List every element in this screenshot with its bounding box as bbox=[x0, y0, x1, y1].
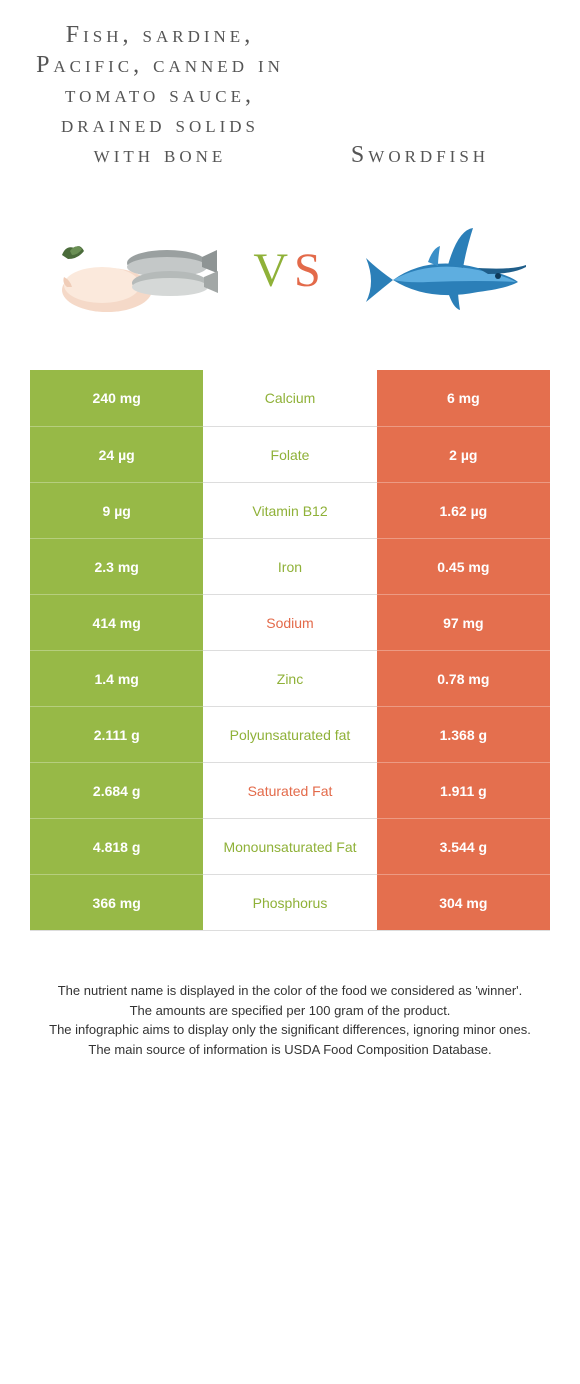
value-left: 240 mg bbox=[30, 370, 203, 426]
header-right: Swordfish bbox=[290, 20, 550, 170]
value-left: 24 µg bbox=[30, 426, 203, 482]
title-left: Fish, sardine, Pacific, canned in tomato… bbox=[30, 20, 290, 170]
nutrient-label: Saturated Fat bbox=[203, 762, 376, 818]
table-row: 4.818 gMonounsaturated Fat3.544 g bbox=[30, 818, 550, 874]
value-right: 1.368 g bbox=[377, 706, 550, 762]
nutrient-label: Calcium bbox=[203, 370, 376, 426]
footer-line: The amounts are specified per 100 gram o… bbox=[30, 1001, 550, 1021]
sardine-image bbox=[30, 215, 243, 325]
footer-line: The main source of information is USDA F… bbox=[30, 1040, 550, 1060]
table-row: 240 mgCalcium6 mg bbox=[30, 370, 550, 426]
value-right: 97 mg bbox=[377, 594, 550, 650]
vs-label: VS bbox=[253, 243, 326, 298]
header-left: Fish, sardine, Pacific, canned in tomato… bbox=[30, 20, 290, 170]
table-row: 2.111 gPolyunsaturated fat1.368 g bbox=[30, 706, 550, 762]
sardine-icon bbox=[52, 215, 222, 325]
nutrient-label: Iron bbox=[203, 538, 376, 594]
nutrient-label: Folate bbox=[203, 426, 376, 482]
swordfish-image bbox=[337, 210, 550, 330]
footer-notes: The nutrient name is displayed in the co… bbox=[0, 931, 580, 1089]
footer-line: The nutrient name is displayed in the co… bbox=[30, 981, 550, 1001]
table-row: 2.3 mgIron0.45 mg bbox=[30, 538, 550, 594]
value-right: 304 mg bbox=[377, 874, 550, 930]
footer-line: The infographic aims to display only the… bbox=[30, 1020, 550, 1040]
value-left: 2.111 g bbox=[30, 706, 203, 762]
value-left: 2.684 g bbox=[30, 762, 203, 818]
vs-v: V bbox=[253, 244, 294, 297]
value-left: 366 mg bbox=[30, 874, 203, 930]
value-left: 1.4 mg bbox=[30, 650, 203, 706]
nutrient-label: Vitamin B12 bbox=[203, 482, 376, 538]
table-row: 1.4 mgZinc0.78 mg bbox=[30, 650, 550, 706]
table-row: 2.684 gSaturated Fat1.911 g bbox=[30, 762, 550, 818]
nutrient-table: 240 mgCalcium6 mg24 µgFolate2 µg9 µgVita… bbox=[30, 370, 550, 931]
nutrient-label: Polyunsaturated fat bbox=[203, 706, 376, 762]
nutrient-label: Phosphorus bbox=[203, 874, 376, 930]
value-left: 9 µg bbox=[30, 482, 203, 538]
value-right: 1.911 g bbox=[377, 762, 550, 818]
value-right: 2 µg bbox=[377, 426, 550, 482]
value-right: 0.78 mg bbox=[377, 650, 550, 706]
nutrient-label: Zinc bbox=[203, 650, 376, 706]
value-right: 1.62 µg bbox=[377, 482, 550, 538]
header: Fish, sardine, Pacific, canned in tomato… bbox=[0, 0, 580, 180]
nutrient-label: Monounsaturated Fat bbox=[203, 818, 376, 874]
table-row: 24 µgFolate2 µg bbox=[30, 426, 550, 482]
table-row: 366 mgPhosphorus304 mg bbox=[30, 874, 550, 930]
swordfish-icon bbox=[358, 210, 528, 330]
value-right: 0.45 mg bbox=[377, 538, 550, 594]
images-row: VS bbox=[0, 180, 580, 370]
value-right: 6 mg bbox=[377, 370, 550, 426]
table-row: 414 mgSodium97 mg bbox=[30, 594, 550, 650]
table-row: 9 µgVitamin B121.62 µg bbox=[30, 482, 550, 538]
nutrient-label: Sodium bbox=[203, 594, 376, 650]
value-left: 4.818 g bbox=[30, 818, 203, 874]
title-right: Swordfish bbox=[351, 140, 489, 170]
value-left: 414 mg bbox=[30, 594, 203, 650]
value-left: 2.3 mg bbox=[30, 538, 203, 594]
vs-s: S bbox=[294, 244, 327, 297]
value-right: 3.544 g bbox=[377, 818, 550, 874]
